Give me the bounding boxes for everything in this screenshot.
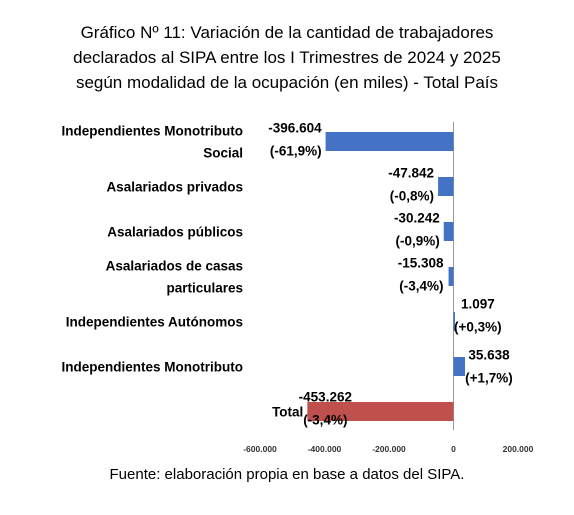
category-label-2: Asalariados públicos — [107, 225, 243, 240]
category-label-3: Asalariados de casas particulares — [106, 259, 243, 296]
x-tick-label-1: -400.000 — [308, 444, 342, 454]
category-label-5: Independientes Monotributo — [62, 360, 244, 375]
data-label-percent-3: (-3,4%) — [399, 279, 443, 294]
data-label-percent-0: (-61,9%) — [270, 144, 322, 159]
data-label-value-6: -453.262 — [299, 390, 352, 405]
bar-1 — [438, 177, 454, 196]
bar-0 — [325, 132, 454, 151]
category-label-0: Independientes Monotributo Social — [62, 124, 244, 161]
data-label-percent-1: (-0,8%) — [390, 189, 434, 204]
data-label-value-4: 1.097 — [461, 297, 495, 312]
chart-title-line-2: declarados al SIPA entre los I Trimestre… — [73, 48, 501, 67]
data-label-percent-5: (+1,7%) — [465, 371, 513, 386]
x-tick-label-4: 200.000 — [503, 444, 534, 454]
bar-6 — [307, 402, 454, 421]
data-label-value-5: 35.638 — [468, 348, 510, 363]
bar-4 — [453, 312, 455, 331]
bar-2 — [443, 222, 454, 241]
category-label-6: Total — [272, 405, 303, 420]
chart-source-note: Fuente: elaboración propia en base a dat… — [109, 466, 465, 483]
category-label-4: Independientes Autónomos — [66, 315, 243, 330]
data-label-percent-4: (+0,3%) — [454, 320, 502, 335]
bar-5 — [453, 357, 465, 376]
data-label-value-1: -47.842 — [388, 166, 434, 181]
data-label-value-2: -30.242 — [394, 211, 440, 226]
data-label-value-0: -396.604 — [268, 121, 322, 136]
x-tick-label-3: 0 — [451, 444, 456, 454]
x-tick-label-0: -600.000 — [243, 444, 277, 454]
data-label-value-3: -15.308 — [398, 256, 444, 271]
chart-title: Gráfico Nº 11: Variación de la cantidad … — [0, 20, 574, 95]
bar-3 — [448, 267, 454, 286]
x-tick-label-2: -200.000 — [372, 444, 406, 454]
data-label-percent-6: (-3,4%) — [303, 413, 347, 428]
category-label-1: Asalariados privados — [106, 180, 243, 195]
chart-title-line-3: según modalidad de la ocupación (en mile… — [75, 73, 499, 92]
chart-title-line-1: Gráfico Nº 11: Variación de la cantidad … — [80, 23, 494, 42]
data-label-percent-2: (-0,9%) — [395, 234, 439, 249]
